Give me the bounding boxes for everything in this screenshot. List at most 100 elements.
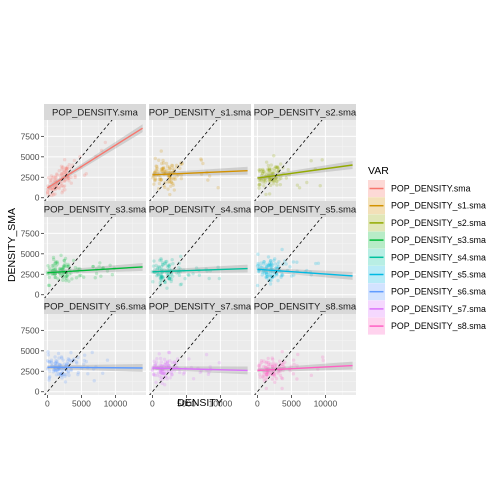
data-point xyxy=(155,271,160,276)
reference-line xyxy=(149,120,218,201)
data-point xyxy=(54,186,59,190)
data-point xyxy=(165,360,170,365)
reference-line xyxy=(254,314,323,395)
data-point xyxy=(167,350,172,355)
data-point xyxy=(258,183,262,187)
data-point xyxy=(281,166,285,170)
data-point xyxy=(160,167,164,171)
data-point xyxy=(165,164,170,169)
data-point xyxy=(281,362,285,367)
data-point xyxy=(164,168,169,172)
data-point xyxy=(280,362,284,367)
data-point xyxy=(178,370,182,375)
data-point xyxy=(46,190,50,194)
data-point xyxy=(165,377,169,381)
data-point xyxy=(53,187,58,191)
data-point xyxy=(75,267,80,271)
legend-label: POP_DENSITY_s7.sma xyxy=(391,304,486,314)
scatter-points xyxy=(151,149,220,197)
y-tick-label: 5000 xyxy=(21,152,40,162)
data-point xyxy=(62,258,66,263)
y-tick-label: 2500 xyxy=(21,172,40,182)
data-point xyxy=(73,175,77,180)
data-point xyxy=(177,273,182,278)
facet-strip-label: POP_DENSITY_s2.sma xyxy=(254,108,357,119)
facet-strip xyxy=(254,298,356,314)
data-point xyxy=(276,166,280,171)
data-point xyxy=(62,179,66,183)
data-point xyxy=(69,368,73,372)
data-point xyxy=(64,278,68,283)
data-point xyxy=(151,176,155,180)
data-point xyxy=(174,163,179,167)
data-point xyxy=(110,272,115,277)
data-point xyxy=(66,370,71,375)
data-point xyxy=(157,178,162,182)
data-point xyxy=(191,376,196,381)
data-point xyxy=(64,169,69,173)
data-point xyxy=(63,380,68,384)
data-point xyxy=(157,264,161,269)
data-point xyxy=(168,175,173,179)
data-point xyxy=(67,267,72,271)
data-point xyxy=(280,360,285,364)
data-point xyxy=(50,187,55,192)
data-point xyxy=(278,162,283,166)
data-point xyxy=(305,180,309,185)
data-point xyxy=(297,186,302,190)
data-point xyxy=(172,175,176,180)
data-point xyxy=(166,170,171,175)
data-point xyxy=(92,379,96,383)
facet-panel-1: POP_DENSITY.sma 0 2500 5000 7500 xyxy=(21,104,146,203)
data-point xyxy=(281,365,286,369)
data-point xyxy=(82,362,86,366)
data-point xyxy=(56,351,61,356)
data-point xyxy=(74,360,79,364)
data-point xyxy=(169,180,173,185)
data-point xyxy=(62,362,67,366)
data-point xyxy=(159,178,163,182)
data-point xyxy=(163,371,167,375)
data-point xyxy=(58,372,63,376)
data-point xyxy=(288,265,292,269)
data-point xyxy=(52,175,56,179)
data-point xyxy=(153,178,157,183)
data-point xyxy=(49,178,53,183)
data-point xyxy=(318,184,322,188)
data-point xyxy=(158,258,162,262)
data-point xyxy=(261,169,265,174)
data-point xyxy=(47,378,51,382)
data-point xyxy=(260,169,264,173)
data-point xyxy=(159,275,164,279)
data-point xyxy=(267,168,272,173)
data-point xyxy=(170,181,175,186)
data-point xyxy=(65,359,70,363)
data-point xyxy=(268,183,273,188)
data-point xyxy=(261,180,265,184)
data-point xyxy=(186,273,190,277)
data-point xyxy=(82,275,86,279)
data-point xyxy=(68,359,73,363)
data-point xyxy=(264,178,268,182)
data-point xyxy=(69,175,73,180)
data-point xyxy=(198,370,202,375)
data-point xyxy=(61,272,65,276)
data-point xyxy=(269,266,274,271)
data-point xyxy=(61,265,66,270)
data-point xyxy=(64,167,68,171)
facet-strip-label: POP_DENSITY_s1.sma xyxy=(149,108,252,119)
data-point xyxy=(165,286,169,290)
data-point xyxy=(53,275,57,280)
data-point xyxy=(53,367,57,371)
facet-strip-label: POP_DENSITY_s6.sma xyxy=(44,302,147,313)
data-point xyxy=(69,367,73,372)
data-point xyxy=(54,176,58,180)
data-point xyxy=(60,267,64,271)
data-point xyxy=(50,263,54,268)
data-point xyxy=(170,164,175,168)
data-point xyxy=(266,167,270,171)
data-point xyxy=(267,167,272,172)
data-point xyxy=(58,268,62,272)
data-point xyxy=(270,356,274,360)
data-point xyxy=(161,368,165,372)
